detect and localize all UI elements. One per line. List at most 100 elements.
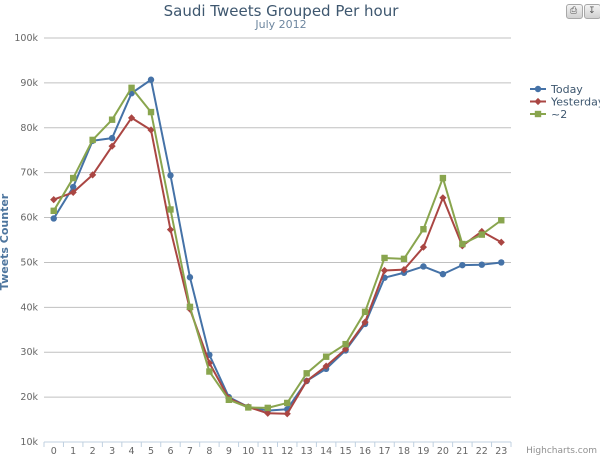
x-tick-label: 7 bbox=[187, 446, 193, 457]
data-point[interactable] bbox=[400, 255, 408, 263]
data-point[interactable] bbox=[439, 174, 447, 182]
series-line bbox=[52, 86, 502, 409]
data-point[interactable] bbox=[439, 194, 447, 202]
x-tick-label: 14 bbox=[320, 446, 332, 457]
x-tick-label: 3 bbox=[109, 446, 115, 457]
print-icon: ⎙ bbox=[570, 6, 578, 16]
y-tick-label: 90k bbox=[20, 78, 38, 89]
y-tick-label: 10k bbox=[20, 437, 38, 448]
print-button[interactable]: ⎙ bbox=[566, 4, 583, 19]
data-point[interactable] bbox=[50, 207, 57, 215]
data-point[interactable] bbox=[108, 116, 116, 123]
x-tick-label: 19 bbox=[417, 446, 429, 457]
data-point[interactable] bbox=[245, 404, 252, 411]
data-point[interactable] bbox=[108, 142, 116, 150]
data-point[interactable] bbox=[127, 114, 136, 122]
x-tick-label: 6 bbox=[167, 446, 173, 457]
data-point[interactable] bbox=[303, 377, 311, 385]
data-point[interactable] bbox=[361, 308, 369, 316]
data-point[interactable] bbox=[322, 362, 330, 370]
x-tick-label: 10 bbox=[242, 446, 254, 457]
data-point[interactable] bbox=[439, 270, 447, 278]
data-point[interactable] bbox=[50, 215, 57, 222]
data-point[interactable] bbox=[50, 196, 58, 204]
data-point[interactable] bbox=[322, 353, 330, 360]
x-tick-label: 5 bbox=[148, 446, 154, 457]
data-point[interactable] bbox=[89, 136, 96, 144]
data-point[interactable] bbox=[498, 217, 505, 224]
x-tick-label: 2 bbox=[90, 446, 96, 457]
legend-item[interactable]: Today bbox=[530, 83, 583, 96]
data-point[interactable] bbox=[206, 368, 213, 375]
data-point[interactable] bbox=[420, 263, 427, 270]
data-point[interactable] bbox=[459, 261, 466, 269]
data-point[interactable] bbox=[497, 238, 505, 246]
legend-label: Yesterday bbox=[550, 96, 600, 109]
data-point[interactable] bbox=[186, 303, 194, 311]
data-point[interactable] bbox=[69, 174, 77, 182]
data-point[interactable] bbox=[459, 240, 466, 248]
y-tick-label: 20k bbox=[20, 392, 38, 403]
legend-label: Today bbox=[550, 83, 583, 96]
x-tick-label: 21 bbox=[456, 446, 468, 457]
data-point[interactable] bbox=[303, 370, 310, 377]
data-point[interactable] bbox=[361, 318, 369, 326]
data-point[interactable] bbox=[380, 266, 389, 275]
data-point[interactable] bbox=[186, 274, 194, 281]
y-tick-label: 70k bbox=[20, 168, 38, 179]
legend-item[interactable]: Yesterday bbox=[530, 96, 600, 109]
data-point[interactable] bbox=[400, 266, 408, 274]
data-point[interactable] bbox=[69, 183, 77, 191]
data-point[interactable] bbox=[264, 404, 271, 412]
data-point[interactable] bbox=[167, 206, 174, 213]
x-tick-label: 20 bbox=[437, 446, 449, 457]
data-point[interactable] bbox=[128, 84, 135, 92]
x-tick-label: 18 bbox=[398, 446, 410, 457]
series-1[interactable] bbox=[50, 76, 505, 414]
x-tick-label: 22 bbox=[476, 446, 488, 457]
data-point[interactable] bbox=[420, 226, 427, 233]
x-tick-label: 8 bbox=[206, 446, 212, 457]
data-point[interactable] bbox=[205, 359, 213, 367]
y-tick-label: 40k bbox=[20, 302, 38, 313]
series-2[interactable] bbox=[50, 114, 505, 418]
x-tick-label: 9 bbox=[226, 446, 232, 457]
data-point[interactable] bbox=[225, 396, 233, 404]
data-point[interactable] bbox=[284, 399, 291, 407]
data-point[interactable] bbox=[478, 231, 486, 238]
data-point[interactable] bbox=[166, 226, 175, 234]
export-button[interactable]: ↧ bbox=[584, 4, 600, 19]
data-point[interactable] bbox=[147, 126, 155, 134]
data-point[interactable] bbox=[147, 108, 155, 116]
series-3[interactable] bbox=[50, 84, 505, 412]
data-point[interactable] bbox=[167, 172, 174, 179]
x-tick-label: 11 bbox=[262, 446, 274, 457]
data-point[interactable] bbox=[264, 409, 272, 417]
data-point[interactable] bbox=[419, 243, 428, 251]
x-tick-label: 16 bbox=[359, 446, 371, 457]
data-point[interactable] bbox=[283, 410, 291, 418]
legend-label: ~2 bbox=[551, 108, 567, 121]
x-tick-label: 4 bbox=[129, 446, 135, 457]
legend-item[interactable]: ~2 bbox=[530, 108, 567, 121]
chart-subtitle: July 2012 bbox=[254, 18, 306, 31]
data-point[interactable] bbox=[342, 340, 349, 348]
data-point[interactable] bbox=[478, 261, 486, 268]
data-point[interactable] bbox=[147, 76, 155, 83]
data-point[interactable] bbox=[108, 134, 116, 142]
x-tick-label: 13 bbox=[301, 446, 313, 457]
x-tick-label: 17 bbox=[378, 446, 390, 457]
data-point[interactable] bbox=[498, 259, 505, 266]
data-point[interactable] bbox=[89, 171, 97, 179]
y-tick-label: 50k bbox=[20, 257, 38, 268]
y-tick-label: 30k bbox=[20, 347, 38, 358]
y-axis-label: Tweets Counter bbox=[0, 193, 11, 290]
x-tick-label: 0 bbox=[51, 446, 57, 457]
y-tick-label: 100k bbox=[14, 33, 38, 44]
series-line bbox=[52, 78, 502, 412]
data-point[interactable] bbox=[69, 188, 77, 197]
data-point[interactable] bbox=[381, 254, 388, 262]
credits[interactable]: Highcharts.com bbox=[526, 446, 597, 456]
